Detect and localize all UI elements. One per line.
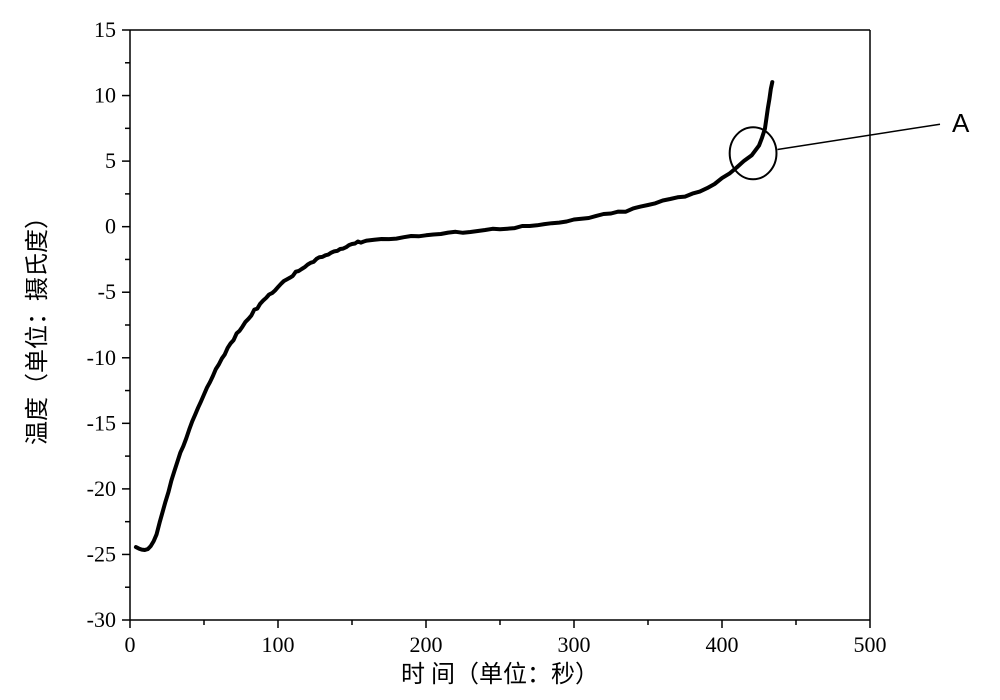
y-tick-label: 15: [94, 17, 116, 42]
chart-container: 0 100 200 300 400 500 -30 -25 -20 -15 -10 -5 0 5 10 15 时…: [0, 0, 1000, 700]
x-tick-label: 300: [558, 632, 591, 657]
x-tick-label: 0: [125, 632, 136, 657]
y-axis-title: 温度（单位：摄氏度）: [24, 205, 51, 445]
y-tick-label: -25: [87, 541, 116, 566]
y-tick-label: 0: [105, 214, 116, 239]
annotation-label: A: [952, 108, 970, 138]
y-tick-label: -10: [87, 345, 116, 370]
annotation-leader-line: [777, 124, 940, 149]
x-tick-label: 400: [706, 632, 739, 657]
y-tick-label: 5: [105, 148, 116, 173]
x-tick-label: 500: [854, 632, 887, 657]
temperature-curve: [136, 82, 772, 550]
x-tick-label: 200: [410, 632, 443, 657]
x-tick-label: 100: [262, 632, 295, 657]
line-chart: 0 100 200 300 400 500 -30 -25 -20 -15 -10 -5 0 5 10 15 时…: [0, 0, 1000, 700]
y-tick-label: -30: [87, 607, 116, 632]
y-tick-label: -5: [98, 279, 116, 304]
y-tick-label: -15: [87, 410, 116, 435]
x-axis-title: 时 间（单位：秒）: [401, 661, 599, 688]
y-tick-label: 10: [94, 83, 116, 108]
y-tick-label: -20: [87, 476, 116, 501]
